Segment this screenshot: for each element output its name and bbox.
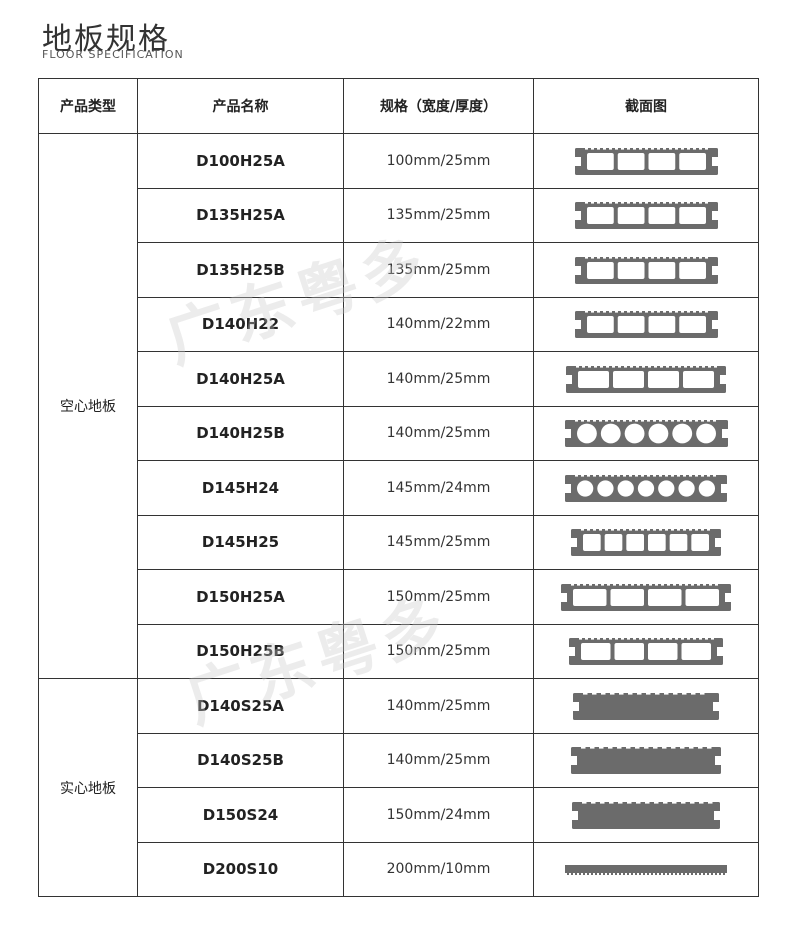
- product-name: D140S25A: [137, 678, 344, 734]
- cross-section-cell: [533, 732, 759, 788]
- product-name: D145H24: [137, 460, 344, 516]
- product-spec: 150mm/25mm: [343, 623, 534, 679]
- cross-section-icon: [565, 474, 727, 502]
- table-row: 空心地板 D100H25A 100mm/25mm: [38, 133, 759, 679]
- table-row: D140H25B 140mm/25mm: [39, 405, 759, 461]
- product-type-cell: 实心地板: [38, 678, 138, 897]
- product-spec: 140mm/25mm: [343, 732, 534, 788]
- product-spec: 140mm/25mm: [343, 405, 534, 461]
- cross-section-cell: [533, 841, 759, 897]
- cross-section-icon: [573, 692, 719, 720]
- cross-section-cell: [533, 187, 759, 243]
- product-spec: 140mm/25mm: [343, 678, 534, 734]
- table-row: D150H25B 150mm/25mm: [39, 623, 759, 679]
- product-spec: 135mm/25mm: [343, 187, 534, 243]
- product-spec: 145mm/24mm: [343, 460, 534, 516]
- product-name: D140H25B: [137, 405, 344, 461]
- cross-section-icon: [565, 865, 727, 876]
- table-row: D135H25B 135mm/25mm: [39, 242, 759, 298]
- product-spec: 150mm/25mm: [343, 569, 534, 625]
- product-name: D135H25A: [137, 187, 344, 243]
- cross-section-icon: [574, 147, 718, 175]
- cross-section-cell: [533, 351, 759, 407]
- cross-section-icon: [574, 256, 718, 284]
- cross-section-cell: [533, 787, 759, 843]
- cross-section-icon: [566, 365, 726, 393]
- product-name: D140H25A: [137, 351, 344, 407]
- cross-section-icon: [574, 202, 718, 230]
- spec-table: 产品类型 产品名称 规格（宽度/厚度） 截面图 空心地板 D100H25A 100m…: [38, 78, 759, 897]
- table-row: D145H25 145mm/25mm: [39, 514, 759, 570]
- cross-section-icon: [574, 311, 718, 339]
- cross-section-icon: [571, 529, 721, 557]
- cross-section-cell: [533, 242, 759, 298]
- product-spec: 140mm/22mm: [343, 296, 534, 352]
- table-row: D140S25B 140mm/25mm: [39, 732, 759, 788]
- cross-section-cell: [533, 514, 759, 570]
- table-row: D140H25A 140mm/25mm: [39, 351, 759, 407]
- product-name: D150H25A: [137, 569, 344, 625]
- cross-section-cell: [533, 405, 759, 461]
- product-name: D150S24: [137, 787, 344, 843]
- cross-section-cell: [533, 133, 759, 189]
- product-spec: 200mm/10mm: [343, 841, 534, 897]
- cross-section-cell: [533, 296, 759, 352]
- cross-section-cell: [533, 623, 759, 679]
- header-type: 产品类型: [38, 78, 138, 134]
- header-spec: 规格（宽度/厚度）: [343, 78, 534, 134]
- table-row: D145H24 145mm/24mm: [39, 460, 759, 516]
- cross-section-cell: [533, 569, 759, 625]
- product-name: D145H25: [137, 514, 344, 570]
- cross-section-icon: [564, 420, 728, 448]
- cross-section-icon: [569, 638, 723, 666]
- product-spec: 100mm/25mm: [343, 133, 534, 189]
- table-row: D140H22 140mm/22mm: [39, 296, 759, 352]
- table-row: D150S24 150mm/24mm: [39, 787, 759, 843]
- product-name: D135H25B: [137, 242, 344, 298]
- product-spec: 135mm/25mm: [343, 242, 534, 298]
- table-row: D200S10 200mm/10mm: [39, 841, 759, 897]
- table-row: D150H25A 150mm/25mm: [39, 569, 759, 625]
- page-subtitle: FLOOR SPECIFICATION: [42, 48, 184, 61]
- table-row: D135H25A 135mm/25mm: [39, 187, 759, 243]
- cross-section-icon: [572, 801, 720, 829]
- product-name: D140S25B: [137, 732, 344, 788]
- cross-section-icon: [561, 583, 731, 611]
- product-name: D100H25A: [137, 133, 344, 189]
- product-name: D200S10: [137, 841, 344, 897]
- cross-section-icon: [571, 747, 721, 775]
- product-spec: 145mm/25mm: [343, 514, 534, 570]
- cross-section-cell: [533, 678, 759, 734]
- cross-section-cell: [533, 460, 759, 516]
- product-type-cell: 空心地板: [38, 133, 138, 679]
- product-spec: 140mm/25mm: [343, 351, 534, 407]
- page-title: 地板规格: [42, 22, 170, 57]
- header-name: 产品名称: [137, 78, 344, 134]
- product-name: D140H22: [137, 296, 344, 352]
- header-section: 截面图: [533, 78, 759, 134]
- product-spec: 150mm/24mm: [343, 787, 534, 843]
- product-name: D150H25B: [137, 623, 344, 679]
- table-row: 实心地板 D140S25A 140mm/25mm: [38, 678, 759, 897]
